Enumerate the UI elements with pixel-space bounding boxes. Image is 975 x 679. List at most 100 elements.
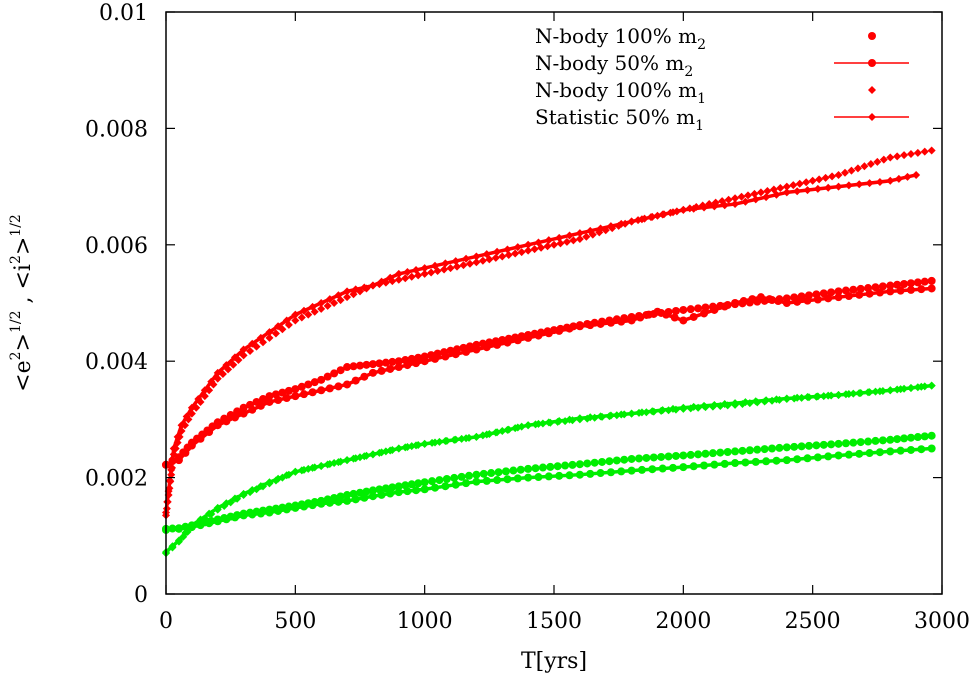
diamond-marker [789, 181, 798, 190]
diamond-marker [297, 313, 306, 322]
diamond-marker [824, 183, 833, 192]
diamond-marker [873, 157, 882, 166]
diamond-marker [731, 194, 740, 203]
diamond-marker [513, 423, 522, 432]
diamond-marker [710, 202, 719, 211]
diamond-marker [304, 310, 313, 319]
dot-marker [648, 465, 657, 474]
diamond-marker [575, 234, 584, 243]
dot-marker [627, 454, 636, 463]
dot-marker [804, 441, 813, 450]
diamond-marker [596, 224, 605, 233]
dot-marker [760, 445, 769, 454]
dot-marker [720, 302, 729, 311]
diamond-marker [427, 268, 436, 277]
legend-label: N-body 50% m2 [535, 51, 693, 80]
dot-marker [657, 452, 666, 461]
dot-marker [598, 457, 607, 466]
dot-marker [917, 285, 926, 294]
dot-marker [803, 296, 812, 305]
diamond-marker [213, 368, 222, 377]
dot-marker [291, 392, 300, 401]
dot-marker [731, 299, 740, 307]
diamond-marker [291, 316, 300, 325]
dot-marker [797, 292, 806, 301]
diamond-marker [163, 497, 172, 506]
diamond-marker [875, 387, 884, 396]
dot-marker [414, 479, 423, 488]
dot-marker [501, 467, 510, 476]
y-label-part: <e [11, 360, 36, 391]
dot-marker [284, 386, 293, 395]
dot-marker [900, 279, 909, 288]
diamond-marker [343, 287, 352, 296]
dot-marker [181, 448, 190, 457]
dot-marker [524, 473, 533, 482]
dot-marker [561, 461, 570, 470]
diamond-marker [886, 176, 895, 185]
dot-marker [575, 322, 584, 331]
diamond-marker [513, 243, 522, 252]
dot-marker [878, 436, 887, 445]
diamond-marker [412, 441, 421, 450]
dot-marker [865, 449, 874, 458]
dot-marker [782, 456, 791, 465]
x-tick-label: 0 [159, 609, 173, 634]
dot-marker [782, 299, 791, 307]
diamond-marker [167, 465, 176, 474]
y-tick-label: 0.01 [99, 1, 148, 26]
diamond-marker [524, 246, 533, 255]
diamond-marker [627, 217, 636, 226]
dot-marker [291, 385, 300, 394]
y-tick-label: 0.008 [85, 117, 148, 142]
diamond-marker [323, 301, 332, 310]
diamond-marker [182, 412, 191, 421]
series-eccentricity-line-diamond [162, 170, 921, 517]
diamond-marker [451, 257, 460, 266]
dot-marker [317, 375, 326, 384]
dot-marker [472, 345, 481, 354]
diamond-marker [482, 430, 491, 439]
dot-marker [325, 384, 334, 393]
diamond-marker [841, 168, 849, 177]
dot-marker [927, 276, 936, 285]
diamond-marker [720, 400, 729, 409]
diamond-marker [271, 329, 280, 338]
dot-marker [420, 357, 429, 366]
dot-marker [450, 473, 459, 482]
dot-marker [239, 511, 248, 520]
dot-marker [336, 366, 345, 375]
dot-marker [325, 498, 334, 507]
series-eccentricity-dot [162, 276, 936, 469]
dot-marker [431, 483, 440, 492]
diamond-marker [360, 283, 369, 292]
series-line [165, 286, 932, 467]
diamond-marker [274, 322, 283, 331]
y-label-part: , <i [11, 264, 36, 310]
diamond-marker [239, 489, 248, 498]
series-line [164, 173, 917, 513]
diamond-marker [927, 146, 936, 155]
diamond-marker [351, 285, 360, 294]
diamond-marker [737, 192, 746, 201]
diamond-marker [821, 173, 830, 182]
dot-marker [819, 440, 828, 449]
diamond-marker [582, 232, 591, 241]
diamond-marker [386, 446, 395, 455]
diamond-marker [855, 180, 864, 189]
dot-marker [239, 409, 248, 418]
dot-marker [256, 509, 265, 518]
dot-marker [291, 503, 300, 512]
diamond-marker [679, 403, 688, 412]
dot-marker [394, 482, 403, 491]
diamond-marker [847, 166, 856, 175]
dot-marker [388, 357, 397, 366]
diamond-marker [317, 299, 326, 307]
diamond-marker [517, 248, 526, 257]
dot-marker [368, 360, 377, 369]
diamond-marker [168, 455, 177, 464]
diamond-marker [731, 399, 740, 408]
dot-marker [420, 478, 429, 487]
series-inclination-line-diamond [162, 381, 936, 557]
diamond-marker [824, 391, 833, 400]
